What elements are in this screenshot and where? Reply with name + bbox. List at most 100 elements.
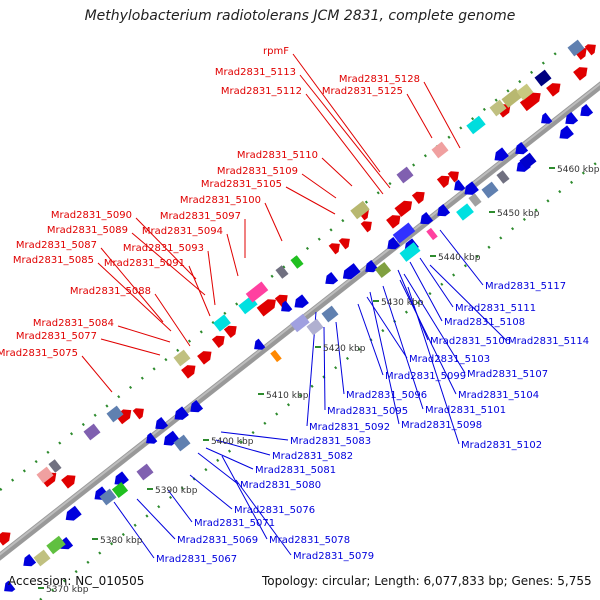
reverse-callout-line bbox=[235, 479, 292, 556]
gene-feature-box bbox=[374, 261, 392, 279]
forward-gene-label: Mrad2831_5090 bbox=[51, 210, 132, 221]
reverse-gene-label: Mrad2831_5080 bbox=[240, 480, 321, 491]
reverse-callout-line bbox=[136, 498, 176, 540]
forward-gene-arrow bbox=[573, 67, 588, 81]
reverse-gene-label: Mrad2831_5078 bbox=[269, 535, 350, 546]
scale-label: 5370 kbp bbox=[46, 585, 89, 595]
gene-feature-box bbox=[489, 99, 507, 117]
reverse-callout-line bbox=[167, 489, 193, 523]
reverse-gene-arrow bbox=[325, 272, 339, 285]
reverse-gene-label: Mrad2831_5111 bbox=[455, 303, 536, 314]
gene-feature-box bbox=[111, 481, 129, 499]
reverse-gene-label: Mrad2831_5102 bbox=[461, 440, 542, 451]
reverse-gene-label: Mrad2831_5092 bbox=[309, 422, 390, 433]
reverse-callout-line bbox=[419, 257, 454, 308]
gene-feature-box bbox=[33, 549, 51, 567]
reverse-callout-line bbox=[215, 439, 271, 456]
forward-gene-arrow bbox=[0, 532, 11, 546]
forward-gene-arrow bbox=[546, 83, 561, 97]
reverse-gene-arrow bbox=[464, 181, 479, 195]
forward-gene-arrow bbox=[338, 238, 350, 250]
forward-callout-line bbox=[299, 74, 391, 189]
reverse-gene-label: Mrad2831_5081 bbox=[255, 465, 336, 476]
gene-feature-box bbox=[426, 227, 438, 241]
forward-gene-label: Mrad2831_5125 bbox=[322, 86, 403, 97]
forward-gene-label: Mrad2831_5109 bbox=[217, 166, 298, 177]
reverse-gene-label: Mrad2831_5096 bbox=[346, 390, 427, 401]
reverse-gene-arrow bbox=[4, 580, 16, 592]
reverse-gene-label: Mrad2831_5099 bbox=[385, 371, 466, 382]
gene-feature-box bbox=[99, 488, 117, 506]
reverse-callout-line bbox=[205, 447, 254, 470]
forward-gene-arrow bbox=[132, 408, 144, 420]
reverse-gene-arrow bbox=[580, 104, 594, 117]
reverse-gene-arrow bbox=[174, 406, 189, 420]
reverse-callout-line bbox=[189, 474, 233, 510]
gene-feature-box bbox=[136, 463, 154, 481]
forward-gene-label: Mrad2831_5112 bbox=[221, 86, 302, 97]
reverse-gene-arrow bbox=[190, 400, 204, 413]
reverse-gene-label: Mrad2831_5079 bbox=[293, 551, 374, 562]
forward-gene-arrow bbox=[256, 299, 276, 317]
reverse-gene-label: Mrad2831_5083 bbox=[290, 436, 371, 447]
scale-label: 5380 kbp bbox=[100, 536, 143, 546]
forward-callout-line bbox=[154, 293, 191, 347]
forward-callout-line bbox=[100, 338, 161, 356]
gene-feature-box bbox=[468, 193, 482, 207]
reverse-gene-label: Mrad2831_5095 bbox=[327, 406, 408, 417]
reverse-callout-line bbox=[382, 285, 424, 410]
reverse-gene-arrow bbox=[541, 112, 553, 124]
forward-gene-arrow bbox=[584, 44, 596, 56]
forward-gene-arrow bbox=[211, 335, 225, 348]
scale-label: 5430 kbp bbox=[381, 298, 424, 308]
reverse-gene-label: Mrad2831_5117 bbox=[485, 281, 566, 292]
scale-label: 5390 kbp bbox=[155, 486, 198, 496]
gene-feature-box bbox=[392, 222, 416, 244]
gene-feature-box bbox=[501, 88, 523, 108]
reverse-gene-label: Mrad2831_5071 bbox=[194, 518, 275, 529]
reverse-callout-line bbox=[323, 326, 326, 411]
forward-gene-arrow bbox=[197, 351, 212, 365]
scale-label: 5460 kbp bbox=[557, 165, 600, 175]
reverse-callout-line bbox=[220, 431, 289, 441]
gene-feature-box bbox=[396, 166, 414, 184]
reverse-gene-label: Mrad2831_5069 bbox=[177, 535, 258, 546]
gene-feature-box bbox=[306, 318, 324, 336]
forward-callout-line bbox=[188, 265, 211, 317]
reverse-gene-arrow bbox=[23, 554, 37, 567]
forward-callout-line bbox=[97, 262, 172, 332]
forward-gene-label: Mrad2831_5084 bbox=[33, 318, 114, 329]
forward-gene-label: Mrad2831_5087 bbox=[16, 240, 97, 251]
gene-feature-box bbox=[290, 313, 310, 333]
gene-feature-box bbox=[321, 305, 339, 323]
reverse-gene-label: Mrad2831_5108 bbox=[444, 317, 525, 328]
forward-gene-arrow bbox=[519, 92, 541, 112]
forward-gene-arrow bbox=[386, 215, 401, 229]
scale-label: 5400 kbp bbox=[211, 437, 254, 447]
gene-feature-box bbox=[245, 281, 269, 303]
reverse-gene-label: Mrad2831_5098 bbox=[401, 420, 482, 431]
gene-feature-box bbox=[173, 349, 191, 367]
reverse-gene-label: Mrad2831_5104 bbox=[458, 390, 539, 401]
map-title: Methylobacterium radiotolerans JCM 2831,… bbox=[84, 8, 516, 24]
gene-feature-box bbox=[213, 314, 231, 332]
reverse-gene-arrow bbox=[559, 125, 574, 139]
reverse-gene-arrow bbox=[254, 338, 266, 350]
reverse-gene-label: Mrad2831_5067 bbox=[156, 554, 237, 565]
gene-feature-box bbox=[173, 434, 191, 452]
gene-feature-box bbox=[399, 242, 421, 262]
forward-callout-line bbox=[321, 157, 353, 187]
forward-gene-label: Mrad2831_5128 bbox=[339, 74, 420, 85]
forward-gene-label: Mrad2831_5100 bbox=[180, 195, 261, 206]
scale-label: 5450 kbp bbox=[497, 209, 540, 219]
reverse-callout-line bbox=[429, 264, 507, 341]
forward-gene-label: Mrad2831_5110 bbox=[237, 150, 318, 161]
reverse-callout-line bbox=[221, 455, 268, 540]
forward-gene-label: Mrad2831_5077 bbox=[16, 331, 97, 342]
forward-gene-label: Mrad2831_5113 bbox=[215, 67, 296, 78]
reverse-callout-line bbox=[399, 279, 457, 395]
gene-feature-box bbox=[466, 115, 486, 135]
gene-feature-box bbox=[431, 141, 449, 159]
forward-gene-arrow bbox=[360, 221, 372, 233]
